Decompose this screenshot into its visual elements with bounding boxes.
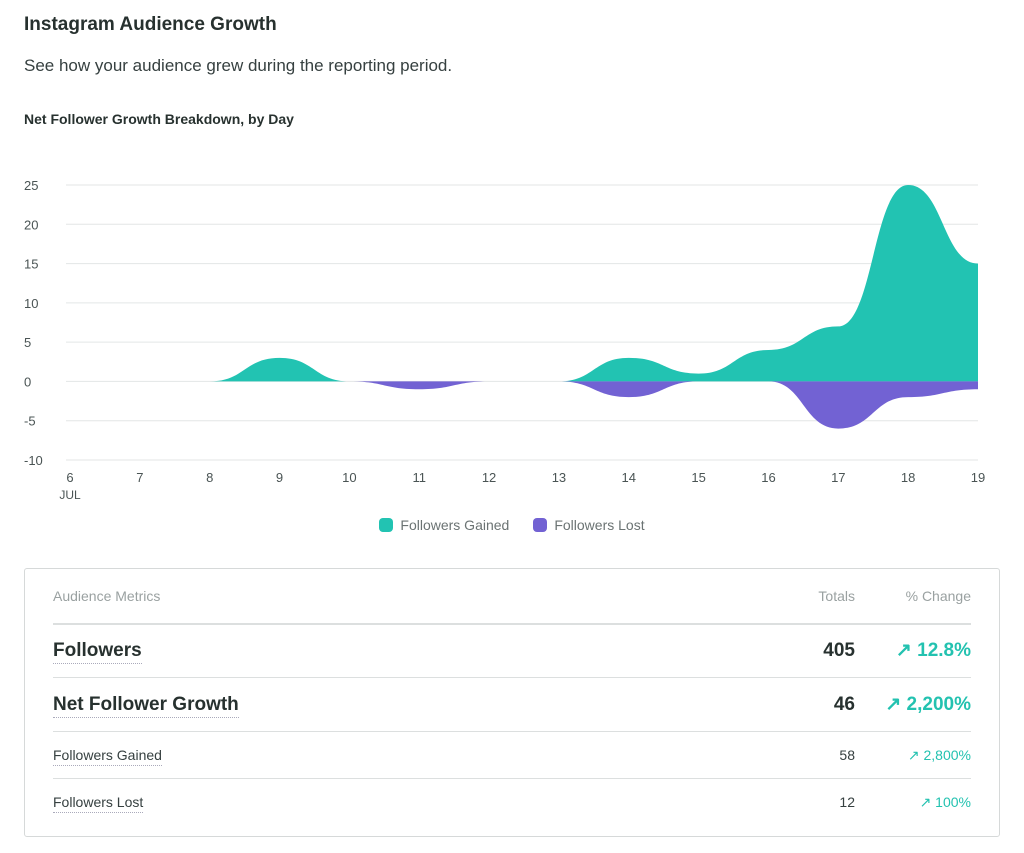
legend-followers-gained[interactable]: Followers Gained <box>379 517 509 533</box>
table-row: Followers Lost 12 ↗ 100% <box>53 779 971 825</box>
x-tick-label: 6 <box>66 470 73 485</box>
y-tick-label: -10 <box>24 453 43 468</box>
x-tick-label: 12 <box>482 470 496 485</box>
table-header: Audience Metrics Totals % Change <box>53 569 971 625</box>
x-tick-label: 19 <box>971 470 985 485</box>
legend-label: Followers Lost <box>554 517 645 533</box>
x-tick-label: 13 <box>552 470 566 485</box>
x-tick-label: 16 <box>761 470 775 485</box>
y-tick-label: 20 <box>24 217 38 232</box>
metric-change: ↗ 2,800% <box>907 746 971 763</box>
x-tick-label: 10 <box>342 470 356 485</box>
y-tick-label: 10 <box>24 296 38 311</box>
area-followers-lost <box>70 381 978 429</box>
metric-total: 46 <box>833 693 855 715</box>
x-tick-label: 8 <box>206 470 213 485</box>
table-row: Followers Gained 58 ↗ 2,800% <box>53 732 971 779</box>
metric-total: 58 <box>839 747 855 763</box>
header-metric: Audience Metrics <box>53 588 161 604</box>
chart-title: Net Follower Growth Breakdown, by Day <box>24 111 294 127</box>
legend-swatch-lost <box>533 518 548 532</box>
header-totals: Totals <box>818 588 855 604</box>
y-tick-label: 15 <box>24 257 38 272</box>
x-month-label: JUL <box>59 488 81 502</box>
metric-change: ↗ 100% <box>919 793 971 810</box>
x-tick-label: 15 <box>691 470 705 485</box>
chart-legend: Followers Gained Followers Lost <box>0 517 1024 533</box>
metric-label[interactable]: Followers <box>53 639 142 664</box>
y-tick-label: -5 <box>24 414 36 429</box>
x-tick-label: 17 <box>831 470 845 485</box>
area-followers-gained <box>70 185 978 382</box>
legend-label: Followers Gained <box>400 517 510 533</box>
page-title: Instagram Audience Growth <box>24 14 277 35</box>
metric-change: ↗ 2,200% <box>885 694 971 715</box>
x-tick-label: 14 <box>622 470 636 485</box>
area-chart: 25 20 15 10 5 0 -5 -10 6 7 8 9 10 11 12 13 14 15 16 17 18 19 J… <box>24 178 985 502</box>
legend-swatch-gained <box>379 518 394 532</box>
metric-change: ↗ 12.8% <box>895 640 971 661</box>
header-change: % Change <box>905 588 971 604</box>
metric-total: 405 <box>823 639 855 661</box>
x-tick-label: 18 <box>901 470 915 485</box>
metric-label[interactable]: Followers Lost <box>53 794 144 813</box>
y-tick-label: 0 <box>24 374 31 389</box>
x-tick-label: 7 <box>136 470 143 485</box>
x-tick-label: 11 <box>412 470 426 485</box>
metric-total: 12 <box>839 794 855 810</box>
audience-metrics-table: Audience Metrics Totals % Change Followe… <box>24 568 1000 837</box>
y-tick-label: 5 <box>24 335 31 350</box>
metric-label[interactable]: Followers Gained <box>53 747 162 766</box>
table-row: Followers 405 ↗ 12.8% <box>53 624 971 678</box>
table-row: Net Follower Growth 46 ↗ 2,200% <box>53 678 971 732</box>
page-subtitle: See how your audience grew during the re… <box>24 56 453 75</box>
x-tick-label: 9 <box>276 470 283 485</box>
y-tick-label: 25 <box>24 178 38 193</box>
metric-label[interactable]: Net Follower Growth <box>53 693 239 718</box>
legend-followers-lost[interactable]: Followers Lost <box>533 517 645 533</box>
